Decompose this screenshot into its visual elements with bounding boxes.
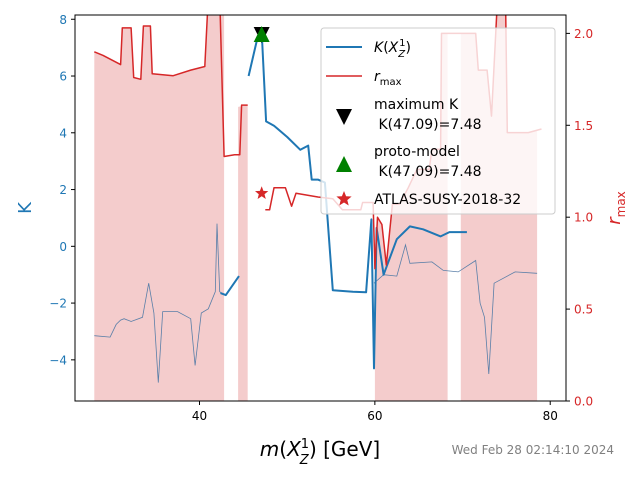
y-axis-left-label: K — [15, 201, 36, 214]
legend-atlas-label: ATLAS-SUSY-2018-32 — [374, 192, 521, 208]
rmax-fill-polygon — [374, 33, 448, 401]
atlas-marker — [255, 186, 269, 199]
proto-model-marker — [253, 26, 270, 43]
rmax-fill-polygon — [238, 105, 248, 401]
y-left-tick-label: −2 — [49, 297, 67, 311]
y-right-tick-label: 0.0 — [574, 395, 593, 409]
y-left-tick-label: 4 — [59, 126, 67, 140]
y-axis-right: 0.0 0.5 1.0 1.5 2.0 — [566, 27, 593, 409]
legend-k-label: K(XZ1) — [374, 38, 411, 60]
y-left-tick-label: −4 — [49, 353, 67, 367]
k-series-line — [247, 33, 467, 370]
k-thin-line — [373, 243, 538, 375]
k-thin-trace — [94, 223, 538, 383]
y-left-tick-label: 0 — [59, 240, 67, 254]
timestamp: Wed Feb 28 02:14:10 2024 — [452, 443, 614, 457]
x-tick-label: 80 — [543, 409, 558, 423]
x-axis-label: m(XZ1) [GeV] — [260, 437, 380, 468]
y-left-tick-label: 8 — [59, 13, 67, 27]
k-series — [220, 33, 467, 370]
y-right-tick-label: 0.5 — [574, 303, 593, 317]
legend-proto-marker — [336, 156, 352, 172]
k-series-line — [220, 275, 240, 297]
x-tick-label: 40 — [192, 409, 207, 423]
rmax-fill-polygon — [94, 15, 225, 401]
y-right-tick-label: 1.5 — [574, 119, 593, 133]
x-tick-label: 60 — [367, 409, 382, 423]
legend: K(XZ1) rmax maximum K K(47.09)=7.48 prot… — [320, 27, 556, 215]
legend-maximum-marker — [336, 109, 352, 125]
legend-rmax-label: rmax — [374, 69, 402, 88]
legend-maximum-label1: maximum K — [374, 97, 459, 113]
legend-proto-label1: proto-model — [374, 144, 460, 160]
plot-frame — [74, 14, 567, 402]
y-right-tick-label: 1.0 — [574, 211, 593, 225]
y-left-tick-label: 6 — [59, 70, 67, 84]
legend-maximum-label2: K(47.09)=7.48 — [374, 117, 482, 133]
y-axis-right-label: rmax — [604, 191, 628, 225]
rmax-series-line — [94, 15, 248, 158]
legend-proto-label2: K(47.09)=7.48 — [374, 164, 482, 180]
k-thin-line — [94, 223, 222, 383]
y-left-tick-label: 2 — [59, 183, 67, 197]
marker-layer — [253, 26, 270, 199]
legend-frame — [320, 27, 556, 215]
x-axis: 40 60 80 — [192, 401, 558, 423]
legend-atlas-marker — [336, 191, 352, 206]
y-axis-left: −4 −2 0 2 4 6 8 — [49, 13, 75, 367]
y-right-tick-label: 2.0 — [574, 27, 593, 41]
